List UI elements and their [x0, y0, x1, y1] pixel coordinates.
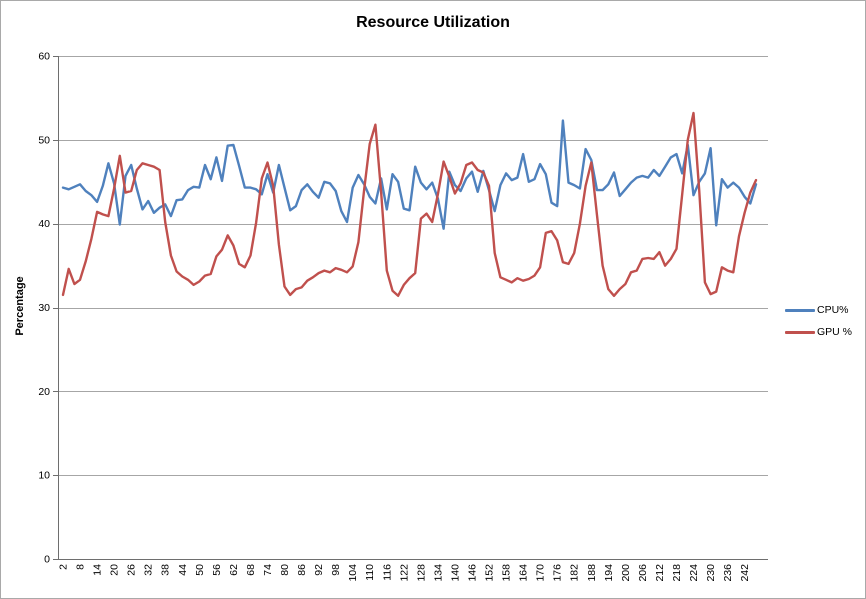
y-tick-label: 40: [38, 218, 50, 230]
x-tick-label: 8: [75, 564, 87, 570]
x-tick-label: 92: [313, 564, 325, 576]
x-tick-label: 20: [109, 564, 121, 576]
x-tick-label: 32: [143, 564, 155, 576]
legend-item-cpu: CPU%: [785, 299, 852, 321]
x-tick-label: 230: [705, 564, 717, 582]
x-tick-label: 170: [535, 564, 547, 582]
y-tick-label: 20: [38, 386, 50, 398]
x-tick-label: 212: [654, 564, 666, 582]
x-tick-label: 200: [620, 564, 632, 582]
x-tick-label: 182: [569, 564, 581, 582]
x-tick-label: 194: [603, 564, 615, 582]
x-tick-label: 158: [501, 564, 513, 582]
y-tick-label: 10: [38, 470, 50, 482]
x-tick-label: 236: [722, 564, 734, 582]
x-tick-label: 104: [347, 564, 359, 582]
x-tick-label: 80: [279, 564, 291, 576]
y-tick-label: 50: [38, 134, 50, 146]
x-tick-label: 188: [586, 564, 598, 582]
x-tick-label: 140: [449, 564, 461, 582]
y-axis-title: Percentage: [14, 276, 26, 336]
gridlines: [53, 56, 768, 560]
y-axis-labels: 0 10 20 30 40 50 60: [38, 51, 50, 566]
gpu-legend-swatch: [785, 330, 815, 334]
x-tick-label: 122: [398, 564, 410, 582]
y-tick-label: 0: [44, 554, 50, 566]
chart-title: Resource Utilization: [356, 14, 510, 31]
x-tick-label: 68: [245, 564, 257, 576]
x-tick-label: 128: [415, 564, 427, 582]
x-tick-label: 38: [160, 564, 172, 576]
x-tick-label: 206: [637, 564, 649, 582]
y-tick-label: 60: [38, 51, 50, 63]
x-tick-label: 242: [739, 564, 751, 582]
cpu-legend-swatch: [785, 308, 815, 312]
x-tick-label: 134: [432, 564, 444, 582]
x-tick-label: 224: [688, 564, 700, 582]
x-tick-label: 164: [518, 564, 530, 582]
x-tick-label: 74: [262, 564, 274, 576]
x-tick-label: 26: [126, 564, 138, 576]
x-tick-label: 110: [364, 564, 376, 581]
x-tick-label: 218: [671, 564, 683, 582]
x-tick-label: 98: [330, 564, 342, 576]
legend-item-gpu: GPU %: [785, 321, 852, 343]
y-tick-label: 30: [38, 302, 50, 314]
x-tick-label: 116: [381, 564, 393, 581]
x-tick-label: 176: [552, 564, 564, 582]
legend: CPU% GPU %: [785, 299, 852, 343]
x-tick-label: 50: [194, 564, 206, 576]
x-tick-label: 62: [228, 564, 240, 576]
cpu-legend-label: CPU%: [817, 304, 849, 316]
gpu-legend-label: GPU %: [817, 326, 853, 338]
x-tick-label: 44: [177, 564, 189, 576]
x-axis-labels: 2 8 14 20 26 32 38 44 50 56 62 68 74 80 86 92 98 104 110 11…: [58, 564, 752, 582]
x-tick-label: 2: [58, 564, 70, 570]
x-tick-label: 152: [484, 564, 496, 582]
x-tick-label: 146: [466, 564, 478, 582]
gpu-series-line: [61, 111, 758, 297]
x-tick-label: 56: [211, 564, 223, 576]
x-tick-label: 86: [296, 564, 308, 576]
cpu-series-line: [61, 119, 758, 230]
x-tick-label: 14: [92, 564, 104, 576]
